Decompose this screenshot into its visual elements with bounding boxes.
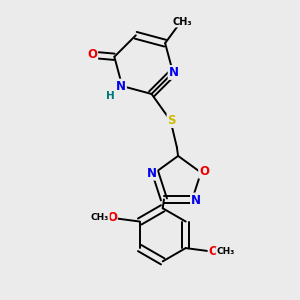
Text: CH₃: CH₃ [216,248,235,256]
Text: H: H [106,91,115,100]
Text: N: N [169,66,178,79]
Text: O: O [208,245,218,258]
Text: O: O [87,48,97,61]
Text: CH₃: CH₃ [172,17,192,27]
Text: CH₃: CH₃ [91,213,109,222]
Text: N: N [116,80,126,93]
Text: N: N [191,194,201,206]
Text: S: S [167,114,176,127]
Text: N: N [146,167,156,180]
Text: O: O [199,165,209,178]
Text: O: O [107,211,117,224]
